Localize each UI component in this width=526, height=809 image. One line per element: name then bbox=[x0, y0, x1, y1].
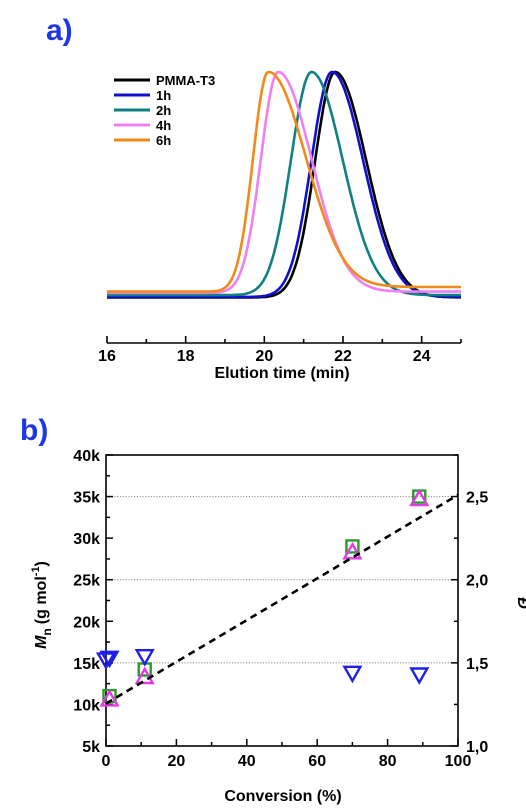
y2-tick-label: 1,5 bbox=[466, 656, 488, 673]
y-tick-label: 10k bbox=[73, 697, 100, 714]
legend-label-4: 6h bbox=[156, 133, 171, 148]
y-tick-label: 5k bbox=[82, 739, 100, 756]
y-tick-label: 40k bbox=[73, 448, 100, 465]
chromatogram-x-tick-label: 20 bbox=[255, 348, 273, 365]
x-tick-label: 60 bbox=[308, 753, 326, 770]
ylabel-sub: n bbox=[40, 628, 54, 635]
legend-label-0: PMMA-T3 bbox=[156, 73, 215, 88]
y2-tick-label: 2,0 bbox=[466, 573, 488, 590]
y2-tick-label: 2,5 bbox=[466, 490, 488, 507]
conversion-plot-x-axis-title: Conversion (%) bbox=[224, 788, 341, 805]
triangle-up-point bbox=[342, 541, 363, 560]
legend-label-3: 4h bbox=[156, 118, 171, 133]
y2-tick-label: 1,0 bbox=[466, 739, 488, 756]
conversion-plot-y-axis-title: Mn (g mol-1) bbox=[30, 561, 54, 649]
y-tick-label: 30k bbox=[73, 531, 100, 548]
y-tick-label: 20k bbox=[73, 614, 100, 631]
fit-line bbox=[105, 493, 459, 705]
triangle-up-point bbox=[99, 689, 120, 707]
chromatogram-x-tick-label: 22 bbox=[334, 348, 352, 365]
ylabel-main: M bbox=[33, 635, 50, 649]
x-tick-label: 80 bbox=[379, 753, 397, 770]
legend-label-1: 1h bbox=[156, 88, 171, 103]
triangle-down-point bbox=[134, 649, 155, 667]
panel-label-b: b) bbox=[20, 414, 48, 447]
chromatogram-x-tick-label: 18 bbox=[177, 348, 195, 365]
chromatogram-x-axis-title: Elution time (min) bbox=[214, 365, 349, 382]
x-tick-label: 20 bbox=[168, 753, 186, 770]
triangle-down-point bbox=[342, 665, 363, 684]
chromatogram-x-tick-label: 24 bbox=[413, 348, 431, 365]
conversion-plot-frame: 0 20 40 60 80 100 5k 10k 15k 20k 25k 30k 35k 40k 1,0 1,… bbox=[73, 448, 488, 770]
triangle-down-point bbox=[95, 652, 117, 670]
triangle-up-point bbox=[134, 666, 155, 685]
conversion-plot-marks bbox=[95, 488, 459, 707]
triangle-down-point bbox=[409, 667, 430, 685]
x-tick-label: 100 bbox=[445, 753, 472, 770]
y-tick-label: 25k bbox=[73, 573, 100, 590]
chromatogram-x-tick-label: 16 bbox=[98, 348, 116, 365]
ylabel-units: (g mol bbox=[33, 576, 50, 624]
conversion-plot-grid bbox=[106, 496, 458, 664]
chromatogram-x-axis: 16 18 20 22 24 bbox=[98, 336, 462, 365]
chromatogram-series-4 bbox=[107, 70, 461, 293]
conversion-plot-y2-axis-title: Đ bbox=[514, 597, 526, 609]
chromatogram-curves bbox=[107, 70, 461, 299]
legend-label-2: 2h bbox=[156, 103, 171, 118]
plot-frame bbox=[105, 454, 459, 747]
x-tick-label: 40 bbox=[238, 753, 256, 770]
panel-label-a: a) bbox=[46, 14, 73, 47]
ylabel-exp: -1 bbox=[30, 566, 42, 576]
triangle-up-point bbox=[409, 488, 430, 507]
ylabel-close: ) bbox=[33, 561, 50, 566]
y-tick-label: 15k bbox=[73, 656, 100, 673]
x-tick-label: 0 bbox=[102, 753, 111, 770]
square-point bbox=[345, 539, 360, 554]
chromatogram-series-1 bbox=[107, 70, 461, 299]
y-tick-label: 35k bbox=[73, 490, 100, 507]
triangle-down-point bbox=[99, 650, 120, 669]
